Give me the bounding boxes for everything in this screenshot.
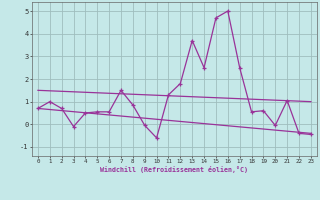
X-axis label: Windchill (Refroidissement éolien,°C): Windchill (Refroidissement éolien,°C) [100,166,248,173]
